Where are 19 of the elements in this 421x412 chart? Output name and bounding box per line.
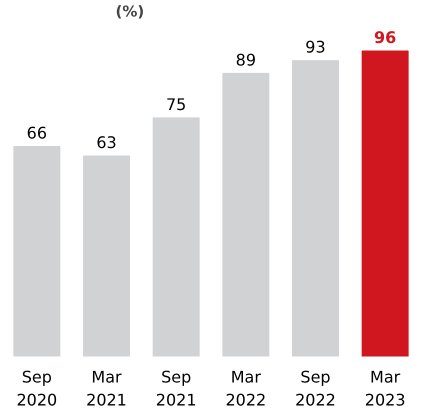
bar (152, 117, 200, 356)
data-label: 96 (374, 28, 396, 48)
x-tick-label: Mar 2021 (86, 368, 127, 410)
x-tick-label: Mar 2022 (225, 368, 266, 410)
x-tick-label: Sep 2022 (295, 368, 336, 410)
bar (83, 156, 130, 356)
x-tick-label: Mar 2023 (364, 368, 406, 410)
x-tick-label: Sep 2020 (16, 368, 58, 410)
chart-title: (%) (116, 2, 144, 20)
data-label: 75 (166, 94, 186, 114)
data-label: 89 (236, 50, 256, 70)
bar (222, 72, 270, 356)
data-label: 63 (96, 133, 117, 152)
data-label: 66 (26, 124, 48, 142)
data-label: 93 (305, 38, 326, 57)
bar (13, 146, 60, 356)
bar (362, 50, 409, 356)
x-tick-label: Sep 2021 (156, 368, 197, 410)
bar (292, 60, 339, 356)
